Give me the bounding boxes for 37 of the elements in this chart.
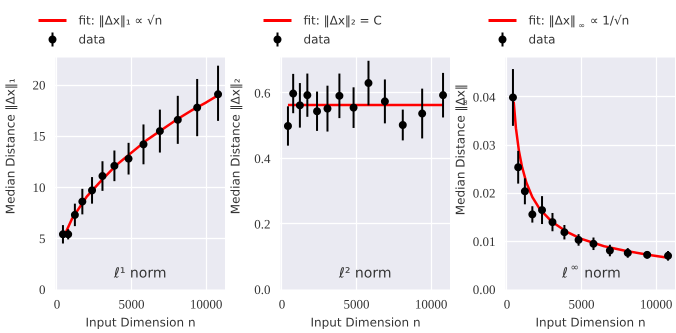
y-tick-label: 0.4 [254, 150, 271, 166]
annotation: ℓ² norm [338, 266, 392, 282]
annotation: ℓ∞ norm [561, 262, 621, 282]
y-tick-label: 0.03 [472, 138, 496, 153]
y-tick-label: 10 [32, 180, 46, 195]
y-tick-label: 0.00 [472, 282, 496, 297]
x-tick-label: 0 [504, 296, 510, 312]
x-tick-label: 10000 [640, 296, 672, 312]
x-axis-title: Input Dimension n [85, 316, 196, 330]
y-tick-label: 0.01 [472, 234, 496, 249]
legend-label: fit: ‖Δx‖∞ ∝ 1/√n [528, 14, 630, 30]
y-tick-label: 0 [39, 282, 46, 297]
x-axis-title: Input Dimension n [310, 316, 421, 330]
x-tick-label: 0 [54, 296, 60, 312]
legend-label: data [304, 32, 331, 46]
y-axis-title: Median Distance ‖Δx‖₂ [228, 78, 242, 214]
x-tick-label: 10000 [414, 296, 448, 312]
annotation: ℓ¹ norm [113, 266, 166, 282]
legend-label: data [78, 32, 106, 46]
y-axis-title: Median Distance ‖Δx‖₁ [4, 78, 18, 214]
y-tick-label: 20 [32, 78, 46, 93]
y-tick-label: 5 [39, 230, 46, 246]
y-tick-label: 0.02 [472, 186, 496, 201]
x-tick-label: 0 [278, 296, 286, 312]
legend-label: data [528, 32, 556, 46]
x-axis-title: Input Dimension n [535, 316, 646, 330]
x-tick-label: 5000 [344, 296, 370, 312]
x-tick-label: 5000 [568, 296, 595, 312]
legend-label: fit: ‖Δx‖₁ ∝ √n [78, 14, 162, 28]
y-tick-label: 0.2 [254, 216, 270, 232]
x-tick-label: 10000 [190, 296, 222, 312]
x-tick-label: 5000 [118, 296, 145, 312]
y-tick-label: 0.04 [472, 89, 496, 104]
y-tick-label: 15 [32, 128, 46, 144]
legend-label: fit: ‖Δx‖₂ = C [304, 14, 382, 28]
y-tick-label: 0.0 [254, 282, 270, 297]
y-tick-label: 0.6 [254, 85, 271, 100]
